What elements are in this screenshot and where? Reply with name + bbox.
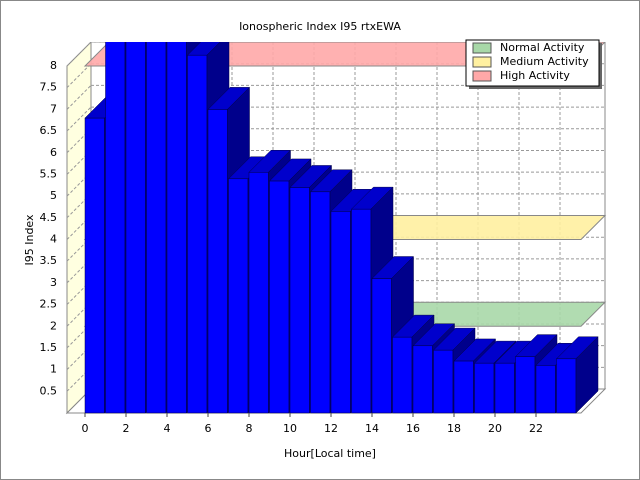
y-tick-label: 5: [50, 189, 57, 202]
grid-line: [66, 301, 92, 327]
grid-line: [66, 150, 92, 175]
bar-front: [535, 365, 556, 414]
bar-front: [330, 211, 351, 414]
bar-front: [556, 358, 577, 414]
bar-front: [84, 117, 105, 414]
grid-line: [66, 193, 92, 219]
grid-line: [66, 85, 92, 110]
legend-label: High Activity: [500, 69, 570, 82]
chart-title: Ionospheric Index I95 rtxEWA: [239, 20, 401, 33]
bar-front: [105, 42, 126, 414]
x-tick-label: 12: [324, 422, 338, 435]
legend-swatch: [472, 56, 492, 68]
grid-line: [66, 323, 92, 349]
bar-front: [412, 345, 433, 414]
x-tick-label: 18: [447, 422, 461, 435]
y-tick-label: 8: [50, 59, 57, 72]
bar-front: [433, 349, 454, 414]
bar-front: [515, 356, 536, 414]
legend-swatch: [472, 70, 492, 82]
bar-front: [474, 362, 495, 414]
grid-line: [66, 345, 92, 370]
y-tick-label: 3: [50, 276, 57, 289]
bar-top: [186, 42, 221, 56]
y-tick-label: 4: [50, 233, 57, 246]
grid-line: [66, 42, 92, 67]
y-tick-label: 6.5: [40, 124, 58, 137]
x-tick-label: 4: [164, 422, 171, 435]
grid-line: [66, 128, 92, 154]
bar-front: [166, 42, 187, 414]
x-tick-label: 14: [365, 422, 379, 435]
grid-line: [66, 366, 92, 392]
bar-front: [453, 360, 474, 414]
grid-line: [66, 236, 92, 262]
y-tick-label: 7.5: [40, 81, 58, 94]
x-tick-label: 0: [82, 422, 89, 435]
y-tick-label: 2.5: [40, 298, 58, 311]
legend-swatch: [472, 42, 492, 54]
plot-area: [65, 42, 607, 415]
x-axis-label: Hour[Local time]: [284, 447, 376, 460]
grid-line: [66, 171, 92, 197]
grid-line: [66, 258, 92, 284]
grid-line: [66, 280, 92, 305]
bar-front: [351, 208, 372, 414]
x-tick-label: 10: [283, 422, 297, 435]
y-tick-label: 1.5: [40, 341, 58, 354]
y-tick-label: 7: [50, 102, 57, 115]
y-tick-label: 5.5: [40, 167, 58, 180]
bar-front: [207, 109, 228, 414]
y-tick-label: 6: [50, 146, 57, 159]
bar-side: [575, 336, 599, 414]
bar-front: [392, 336, 413, 414]
legend-label: Normal Activity: [500, 41, 585, 54]
x-tick-label: 20: [488, 422, 502, 435]
bar-front: [125, 42, 146, 414]
bar-front: [269, 180, 290, 414]
x-tick-label: 8: [246, 422, 253, 435]
bar-front: [187, 54, 208, 414]
grid-line: [66, 106, 92, 132]
y-tick-label: 3.5: [40, 254, 58, 267]
x-tick-label: 6: [205, 422, 212, 435]
bar-front: [310, 191, 331, 414]
x-tick-label: 16: [406, 422, 420, 435]
y-tick-label: 1: [50, 363, 57, 376]
bar-front: [371, 278, 392, 414]
x-tick-label: 2: [123, 422, 130, 435]
legend-label: Medium Activity: [500, 55, 589, 68]
overlay: 0.5 1 1.5 2 2.5 3 3.5 4 4.5 5 5.5 6 6.5 7 7.5 8 0 2 4 6 8 10 1…: [40, 39, 602, 435]
y-axis-label: I95 Index: [23, 214, 36, 266]
y-tick-label: 4.5: [40, 211, 58, 224]
y-tick-label: 2: [50, 319, 57, 332]
bar-front: [494, 362, 515, 414]
grid-line: [66, 63, 92, 89]
bar-front: [146, 42, 167, 414]
bar-front: [228, 178, 249, 414]
bar-front: [289, 187, 310, 414]
x-tick-label: 22: [529, 422, 543, 435]
grid-line: [66, 215, 92, 240]
y-tick-label: 0.5: [40, 384, 58, 397]
bar-front: [248, 172, 269, 414]
